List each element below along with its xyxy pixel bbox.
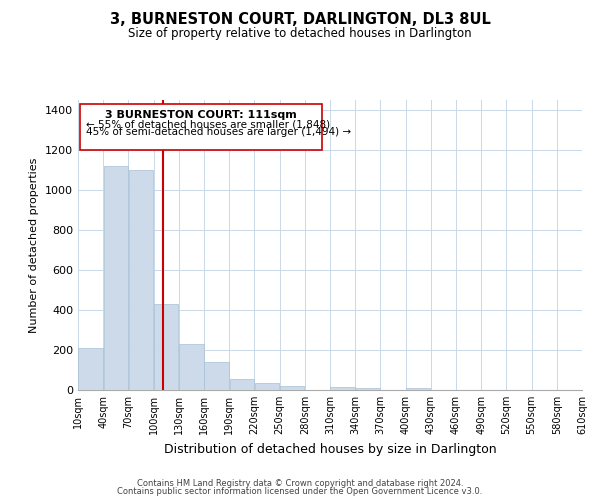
Y-axis label: Number of detached properties: Number of detached properties bbox=[29, 158, 40, 332]
Text: Contains HM Land Registry data © Crown copyright and database right 2024.: Contains HM Land Registry data © Crown c… bbox=[137, 478, 463, 488]
Text: Size of property relative to detached houses in Darlington: Size of property relative to detached ho… bbox=[128, 28, 472, 40]
Text: 45% of semi-detached houses are larger (1,494) →: 45% of semi-detached houses are larger (… bbox=[86, 127, 352, 137]
Bar bbox=[129, 170, 153, 390]
Bar bbox=[255, 383, 279, 390]
Bar bbox=[356, 388, 380, 390]
Bar bbox=[179, 344, 203, 390]
Text: ← 55% of detached houses are smaller (1,848): ← 55% of detached houses are smaller (1,… bbox=[86, 119, 331, 129]
Bar bbox=[406, 388, 430, 390]
Bar bbox=[205, 362, 229, 390]
Text: 3 BURNESTON COURT: 111sqm: 3 BURNESTON COURT: 111sqm bbox=[105, 110, 296, 120]
Text: Contains public sector information licensed under the Open Government Licence v3: Contains public sector information licen… bbox=[118, 487, 482, 496]
X-axis label: Distribution of detached houses by size in Darlington: Distribution of detached houses by size … bbox=[164, 442, 496, 456]
Bar bbox=[80, 104, 322, 150]
Bar bbox=[154, 304, 178, 390]
Bar bbox=[79, 348, 103, 390]
Bar bbox=[280, 386, 304, 390]
Bar bbox=[104, 166, 128, 390]
Text: 3, BURNESTON COURT, DARLINGTON, DL3 8UL: 3, BURNESTON COURT, DARLINGTON, DL3 8UL bbox=[110, 12, 490, 28]
Bar bbox=[331, 387, 355, 390]
Bar bbox=[230, 379, 254, 390]
